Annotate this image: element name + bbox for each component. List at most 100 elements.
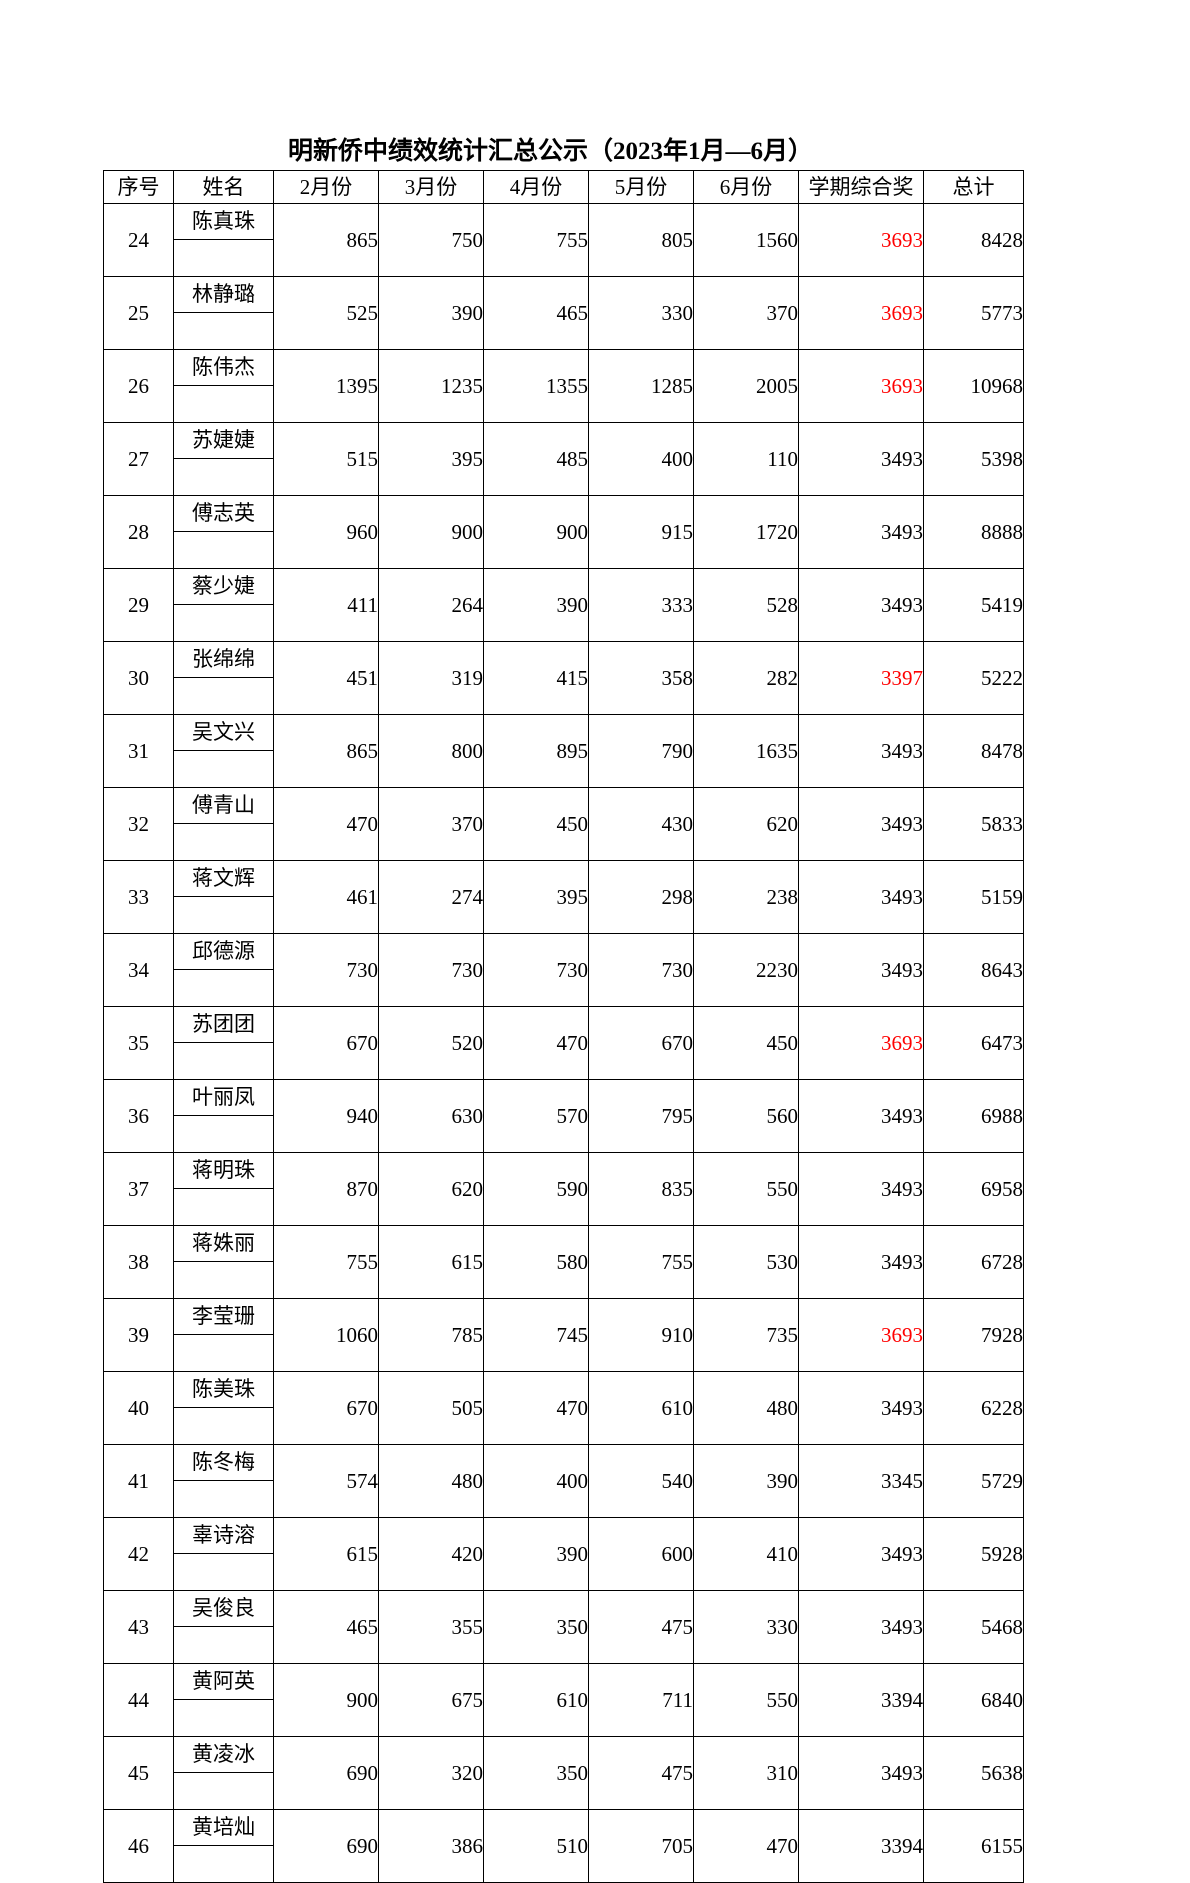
name-cell-spacer <box>174 824 273 860</box>
cell-total: 5773 <box>923 276 1024 350</box>
name-cell-spacer <box>174 897 273 933</box>
cell-bonus: 3693 <box>798 203 924 277</box>
cell-bonus: 3493 <box>798 933 924 1007</box>
cell-name: 辜诗溶 <box>173 1517 274 1591</box>
table-row: 38 蒋姝丽 755 615 580 755 530 3493 6728 <box>103 1225 1024 1299</box>
cell-may: 600 <box>588 1517 694 1591</box>
name-cell-spacer <box>174 1627 273 1663</box>
cell-jun: 1635 <box>693 714 799 788</box>
cell-apr: 450 <box>483 787 589 861</box>
employee-name: 李莹珊 <box>174 1300 273 1335</box>
cell-seq: 38 <box>103 1225 174 1299</box>
cell-name: 吴俊良 <box>173 1590 274 1664</box>
cell-jun: 450 <box>693 1006 799 1080</box>
cell-seq: 32 <box>103 787 174 861</box>
cell-bonus: 3493 <box>798 1736 924 1810</box>
cell-jun: 110 <box>693 422 799 496</box>
cell-feb: 865 <box>273 714 379 788</box>
cell-apr: 1355 <box>483 349 589 423</box>
cell-apr: 755 <box>483 203 589 277</box>
cell-bonus: 3394 <box>798 1663 924 1737</box>
cell-feb: 465 <box>273 1590 379 1664</box>
cell-apr: 390 <box>483 1517 589 1591</box>
cell-feb: 1395 <box>273 349 379 423</box>
column-header-name: 姓名 <box>173 170 274 204</box>
cell-bonus: 3493 <box>798 1590 924 1664</box>
cell-seq: 40 <box>103 1371 174 1445</box>
employee-name: 邱德源 <box>174 935 273 970</box>
cell-apr: 415 <box>483 641 589 715</box>
cell-seq: 31 <box>103 714 174 788</box>
page-title: 明新侨中绩效统计汇总公示（2023年1月—6月） <box>287 138 813 165</box>
cell-feb: 670 <box>273 1371 379 1445</box>
employee-name: 吴文兴 <box>174 716 273 751</box>
cell-jun: 282 <box>693 641 799 715</box>
cell-name: 陈伟杰 <box>173 349 274 423</box>
cell-mar: 386 <box>378 1809 484 1883</box>
performance-summary-table: 序号 姓名 2月份 3月份 4月份 5月份 6月份 学期综合奖 总计 24 陈真珠… <box>103 170 1024 1883</box>
cell-may: 298 <box>588 860 694 934</box>
cell-bonus: 3493 <box>798 568 924 642</box>
table-row: 28 傅志英 960 900 900 915 1720 3493 8888 <box>103 495 1024 569</box>
cell-feb: 940 <box>273 1079 379 1153</box>
cell-bonus: 3693 <box>798 276 924 350</box>
name-cell-spacer <box>174 532 273 568</box>
cell-seq: 30 <box>103 641 174 715</box>
column-header-bonus: 学期综合奖 <box>798 170 924 204</box>
column-header-feb: 2月份 <box>273 170 379 204</box>
employee-name: 蒋文辉 <box>174 862 273 897</box>
cell-mar: 1235 <box>378 349 484 423</box>
table-row: 24 陈真珠 865 750 755 805 1560 3693 8428 <box>103 203 1024 277</box>
employee-name: 陈美珠 <box>174 1373 273 1408</box>
cell-apr: 390 <box>483 568 589 642</box>
cell-feb: 960 <box>273 495 379 569</box>
cell-may: 1285 <box>588 349 694 423</box>
cell-name: 蒋明珠 <box>173 1152 274 1226</box>
cell-name: 陈美珠 <box>173 1371 274 1445</box>
cell-total: 10968 <box>923 349 1024 423</box>
cell-feb: 574 <box>273 1444 379 1518</box>
cell-mar: 675 <box>378 1663 484 1737</box>
employee-name: 苏团团 <box>174 1008 273 1043</box>
cell-apr: 510 <box>483 1809 589 1883</box>
cell-total: 6473 <box>923 1006 1024 1080</box>
table-row: 30 张绵绵 451 319 415 358 282 3397 5222 <box>103 641 1024 715</box>
cell-name: 苏团团 <box>173 1006 274 1080</box>
cell-name: 陈冬梅 <box>173 1444 274 1518</box>
cell-name: 张绵绵 <box>173 641 274 715</box>
cell-may: 705 <box>588 1809 694 1883</box>
cell-feb: 690 <box>273 1736 379 1810</box>
employee-name: 蒋明珠 <box>174 1154 273 1189</box>
cell-mar: 264 <box>378 568 484 642</box>
cell-feb: 900 <box>273 1663 379 1737</box>
cell-apr: 350 <box>483 1590 589 1664</box>
table-row: 27 苏婕婕 515 395 485 400 110 3493 5398 <box>103 422 1024 496</box>
cell-mar: 480 <box>378 1444 484 1518</box>
table-row: 33 蒋文辉 461 274 395 298 238 3493 5159 <box>103 860 1024 934</box>
cell-apr: 470 <box>483 1006 589 1080</box>
name-cell-spacer <box>174 678 273 714</box>
cell-mar: 520 <box>378 1006 484 1080</box>
cell-jun: 310 <box>693 1736 799 1810</box>
cell-seq: 29 <box>103 568 174 642</box>
cell-jun: 1720 <box>693 495 799 569</box>
cell-name: 李莹珊 <box>173 1298 274 1372</box>
cell-mar: 420 <box>378 1517 484 1591</box>
cell-may: 400 <box>588 422 694 496</box>
cell-jun: 330 <box>693 1590 799 1664</box>
cell-may: 711 <box>588 1663 694 1737</box>
employee-name: 黄凌冰 <box>174 1738 273 1773</box>
employee-name: 叶丽凤 <box>174 1081 273 1116</box>
cell-feb: 670 <box>273 1006 379 1080</box>
cell-may: 540 <box>588 1444 694 1518</box>
cell-feb: 730 <box>273 933 379 1007</box>
cell-total: 8478 <box>923 714 1024 788</box>
cell-feb: 870 <box>273 1152 379 1226</box>
employee-name: 张绵绵 <box>174 643 273 678</box>
cell-feb: 515 <box>273 422 379 496</box>
cell-total: 6840 <box>923 1663 1024 1737</box>
cell-total: 8888 <box>923 495 1024 569</box>
cell-seq: 42 <box>103 1517 174 1591</box>
cell-seq: 26 <box>103 349 174 423</box>
cell-total: 5833 <box>923 787 1024 861</box>
